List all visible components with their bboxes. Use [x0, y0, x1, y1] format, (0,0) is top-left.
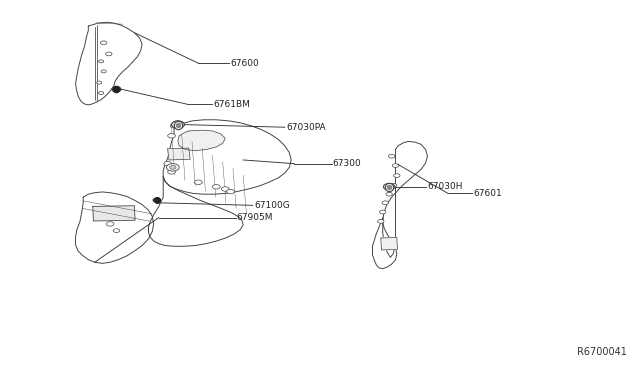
Circle shape — [221, 187, 229, 191]
Circle shape — [388, 154, 395, 158]
Text: 67030H: 67030H — [428, 182, 463, 191]
Polygon shape — [76, 22, 142, 105]
Polygon shape — [76, 192, 154, 263]
Circle shape — [390, 183, 397, 187]
Circle shape — [100, 41, 107, 45]
Text: 67300: 67300 — [333, 159, 362, 168]
Text: 67601: 67601 — [474, 189, 502, 198]
Circle shape — [170, 166, 176, 169]
Circle shape — [382, 201, 388, 205]
Circle shape — [386, 192, 392, 196]
Circle shape — [166, 164, 179, 171]
Circle shape — [392, 164, 399, 167]
Circle shape — [97, 81, 102, 84]
Circle shape — [106, 52, 112, 56]
Circle shape — [153, 198, 161, 202]
Circle shape — [383, 183, 395, 190]
Polygon shape — [381, 237, 397, 250]
Circle shape — [175, 123, 181, 126]
Text: 67905M: 67905M — [237, 213, 273, 222]
Circle shape — [168, 134, 175, 138]
Circle shape — [394, 174, 400, 177]
Polygon shape — [372, 218, 397, 269]
Text: 67030PA: 67030PA — [287, 123, 326, 132]
Polygon shape — [148, 177, 243, 246]
Text: R6700041: R6700041 — [577, 347, 627, 357]
Circle shape — [378, 219, 384, 223]
Circle shape — [227, 189, 234, 194]
Circle shape — [113, 229, 120, 232]
Circle shape — [99, 60, 104, 63]
Circle shape — [195, 180, 202, 185]
Circle shape — [175, 123, 181, 126]
Polygon shape — [168, 148, 190, 160]
Text: 6761BM: 6761BM — [214, 100, 251, 109]
Circle shape — [101, 70, 106, 73]
Circle shape — [172, 121, 184, 128]
Circle shape — [172, 121, 184, 128]
Circle shape — [164, 161, 172, 166]
Circle shape — [212, 185, 220, 189]
Polygon shape — [383, 141, 428, 257]
Circle shape — [170, 124, 178, 128]
Circle shape — [168, 170, 175, 174]
Text: 67600: 67600 — [230, 59, 259, 68]
Circle shape — [106, 222, 114, 226]
Polygon shape — [93, 206, 135, 221]
Text: 67100G: 67100G — [255, 201, 291, 210]
Circle shape — [380, 210, 386, 214]
Circle shape — [387, 185, 392, 188]
Polygon shape — [178, 130, 225, 151]
Circle shape — [99, 92, 104, 94]
Circle shape — [112, 87, 121, 92]
Polygon shape — [163, 120, 291, 194]
